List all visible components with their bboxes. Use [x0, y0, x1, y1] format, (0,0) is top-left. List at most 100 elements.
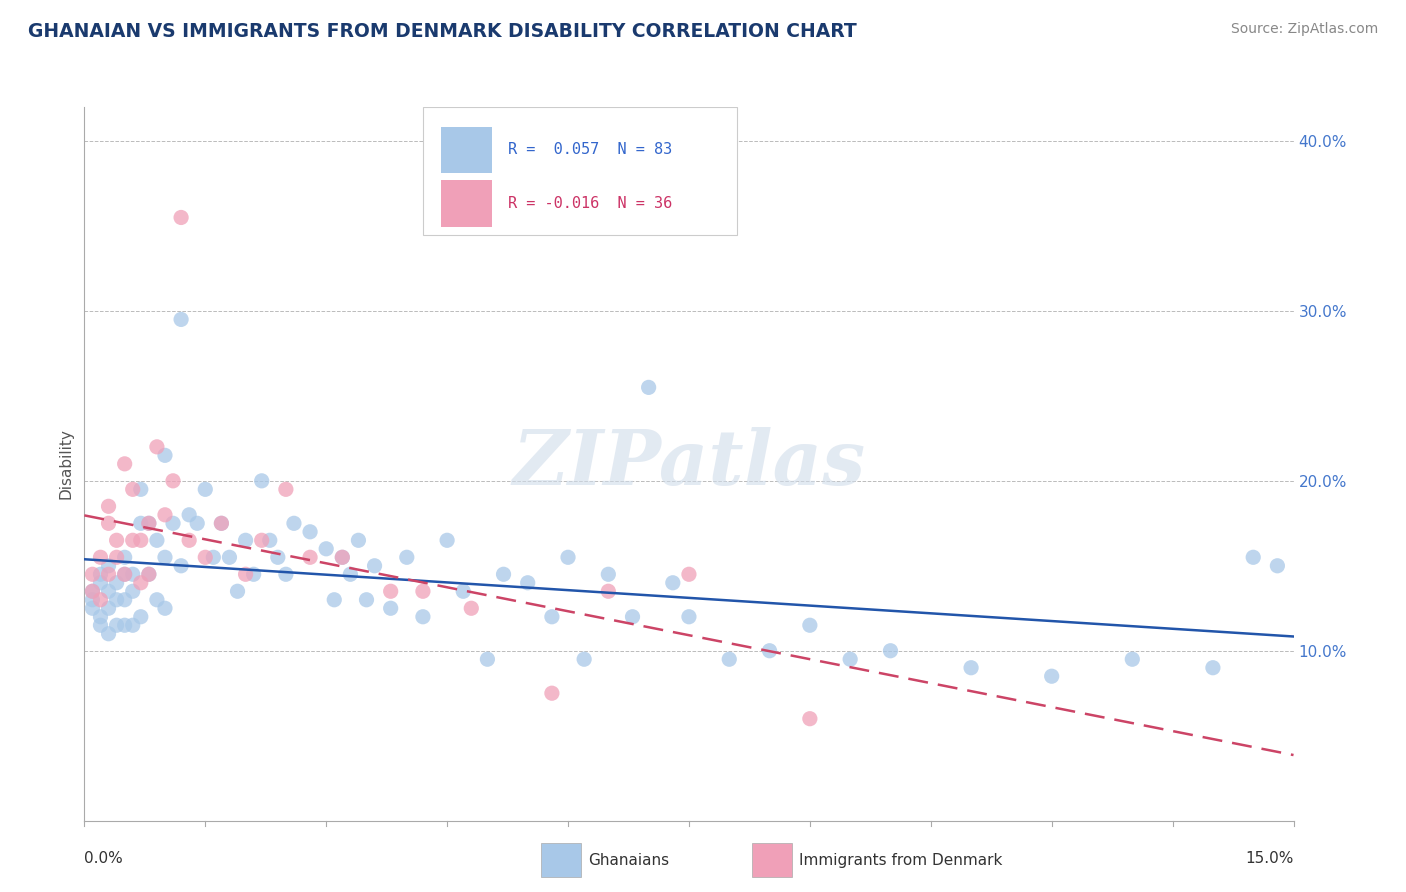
Point [960, 661, 983, 675]
Point [380, 584, 402, 599]
Text: R = -0.016  N = 36: R = -0.016 N = 36 [508, 196, 672, 211]
Point [356, 592, 378, 607]
Point [274, 567, 297, 582]
Point [129, 516, 152, 531]
Point [1121, 652, 1143, 666]
Point [250, 474, 273, 488]
Text: ZIPatlas: ZIPatlas [512, 427, 866, 500]
Point [1040, 669, 1063, 683]
Point [89, 575, 111, 590]
Point [516, 575, 538, 590]
Point [89, 618, 111, 632]
Text: Immigrants from Denmark: Immigrants from Denmark [799, 854, 1002, 868]
Point [89, 592, 111, 607]
Point [662, 575, 685, 590]
Point [330, 550, 353, 565]
Y-axis label: Disability: Disability [58, 428, 73, 500]
Point [97, 516, 120, 531]
Point [105, 550, 128, 565]
Point [121, 584, 143, 599]
Point [436, 533, 458, 548]
Point [82, 584, 104, 599]
Point [678, 609, 700, 624]
Point [250, 533, 273, 548]
Point [129, 575, 152, 590]
FancyBboxPatch shape [423, 107, 737, 235]
Point [114, 457, 136, 471]
Point [121, 567, 143, 582]
Point [412, 609, 434, 624]
Point [330, 550, 353, 565]
Point [146, 533, 169, 548]
Point [492, 567, 515, 582]
Point [879, 644, 901, 658]
Point [89, 609, 111, 624]
Point [179, 533, 201, 548]
Point [242, 567, 264, 582]
Point [162, 474, 184, 488]
Point [1267, 558, 1289, 573]
Point [105, 533, 128, 548]
Point [170, 558, 193, 573]
Point [395, 550, 418, 565]
Point [121, 483, 143, 497]
Point [799, 618, 821, 632]
Point [82, 592, 104, 607]
Point [153, 508, 176, 522]
Point [146, 440, 169, 454]
Point [637, 380, 659, 394]
Point [114, 567, 136, 582]
Bar [441, 127, 492, 173]
Point [97, 558, 120, 573]
Point [323, 592, 346, 607]
Point [380, 601, 402, 615]
Point [1202, 661, 1225, 675]
Point [153, 448, 176, 462]
Text: Source: ZipAtlas.com: Source: ZipAtlas.com [1230, 22, 1378, 37]
Point [1241, 550, 1264, 565]
Point [82, 601, 104, 615]
Point [226, 584, 249, 599]
Point [758, 644, 780, 658]
Point [97, 584, 120, 599]
Point [146, 592, 169, 607]
Point [194, 550, 217, 565]
Point [267, 550, 290, 565]
Point [82, 584, 104, 599]
Point [121, 618, 143, 632]
Point [89, 567, 111, 582]
Point [138, 516, 160, 531]
Point [718, 652, 741, 666]
Point [347, 533, 370, 548]
Point [89, 550, 111, 565]
Point [339, 567, 361, 582]
Point [557, 550, 579, 565]
Point [194, 483, 217, 497]
Point [274, 483, 297, 497]
Point [138, 567, 160, 582]
Point [235, 567, 257, 582]
Bar [441, 180, 492, 227]
Point [186, 516, 208, 531]
Point [572, 652, 595, 666]
Text: 15.0%: 15.0% [1246, 851, 1294, 866]
Point [678, 567, 700, 582]
Point [105, 618, 128, 632]
Point [259, 533, 281, 548]
Point [839, 652, 862, 666]
Point [114, 618, 136, 632]
Text: GHANAIAN VS IMMIGRANTS FROM DENMARK DISABILITY CORRELATION CHART: GHANAIAN VS IMMIGRANTS FROM DENMARK DISA… [28, 22, 856, 41]
Text: Ghanaians: Ghanaians [588, 854, 669, 868]
Point [162, 516, 184, 531]
Point [97, 601, 120, 615]
Point [153, 601, 176, 615]
Point [129, 483, 152, 497]
Point [170, 312, 193, 326]
Point [799, 712, 821, 726]
Point [299, 524, 322, 539]
Point [114, 550, 136, 565]
Point [283, 516, 305, 531]
Point [129, 609, 152, 624]
Point [598, 584, 620, 599]
Point [477, 652, 499, 666]
